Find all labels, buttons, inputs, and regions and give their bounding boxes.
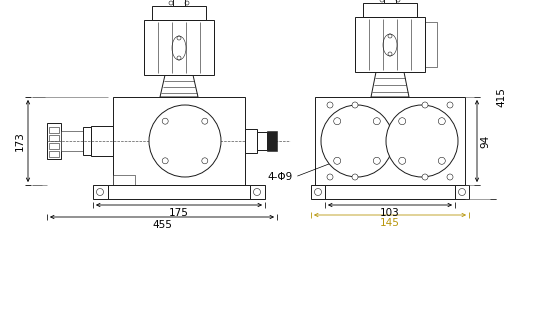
Circle shape [327,102,333,108]
Polygon shape [160,75,198,97]
Circle shape [438,118,445,125]
Bar [91,132,113,150]
Bar [173,0,185,6]
Bar [257,132,267,150]
Bar [91,126,113,156]
Circle shape [422,174,428,180]
Bar [83,127,91,155]
Bar [152,6,206,20]
Circle shape [373,118,380,125]
Bar [144,20,214,75]
Bar [250,185,265,199]
Text: 175: 175 [169,208,189,218]
Bar [113,175,135,185]
Bar [49,135,59,141]
Circle shape [202,158,208,164]
Circle shape [386,105,458,177]
Text: 94: 94 [480,134,490,148]
Circle shape [334,157,341,164]
Bar [455,185,469,199]
Bar [49,151,59,157]
Circle shape [422,102,428,108]
Circle shape [352,174,358,180]
Bar [363,3,417,17]
Bar [108,185,250,199]
Text: 415: 415 [496,87,506,107]
Bar [325,185,455,199]
Circle shape [399,157,406,164]
Circle shape [352,102,358,108]
Bar [47,123,61,159]
Text: 4-Φ9: 4-Φ9 [268,172,293,182]
Polygon shape [371,72,409,97]
Circle shape [327,174,333,180]
Circle shape [373,157,380,164]
Bar [61,131,113,151]
Bar [113,97,245,185]
Circle shape [438,157,445,164]
Bar [49,143,59,149]
Bar [311,185,325,199]
Bar [93,185,108,199]
Circle shape [334,118,341,125]
Text: 145: 145 [380,218,400,228]
Bar [384,0,396,3]
Circle shape [162,158,168,164]
Bar [245,129,257,153]
Circle shape [447,102,453,108]
Circle shape [399,118,406,125]
Bar [267,131,277,151]
Circle shape [149,105,221,177]
Circle shape [202,118,208,124]
Text: 455: 455 [152,220,172,230]
Text: 173: 173 [15,131,25,151]
Bar [49,127,59,133]
Text: 103: 103 [380,208,400,218]
Circle shape [321,105,393,177]
Circle shape [162,118,168,124]
Bar [425,22,437,67]
Circle shape [447,174,453,180]
Bar [355,17,425,72]
Bar [315,97,465,185]
